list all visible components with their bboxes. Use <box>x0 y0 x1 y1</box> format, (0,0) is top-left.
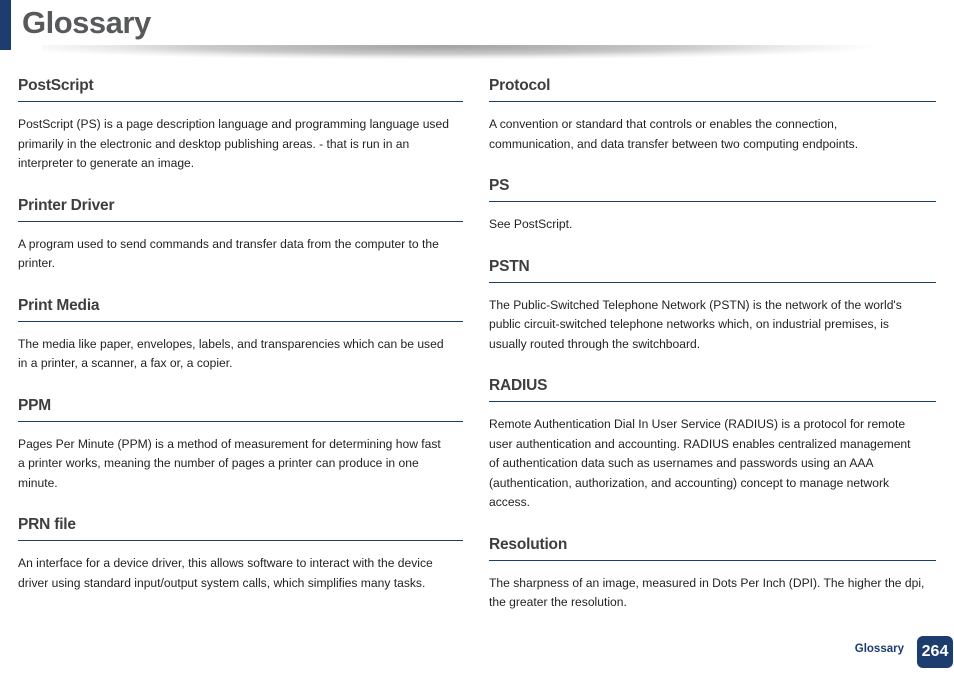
glossary-term-heading: PPM <box>18 397 463 422</box>
glossary-definition: A convention or standard that controls o… <box>489 117 859 151</box>
glossary-entry-protocol: Protocol A convention or standard that c… <box>489 77 936 154</box>
glossary-entry-print-media: Print Media The media like paper, envelo… <box>18 297 463 374</box>
glossary-entry-resolution: Resolution The sharpness of an image, me… <box>489 536 936 613</box>
title-accent-bar <box>0 0 11 50</box>
header-gradient-band <box>42 45 954 63</box>
glossary-definition: The sharpness of an image, measured in D… <box>489 575 925 610</box>
glossary-definition: The media like paper, envelopes, labels,… <box>18 336 444 371</box>
glossary-definition: PostScript (PS) is a page description la… <box>18 117 449 170</box>
glossary-entry-prn-file: PRN file An interface for a device drive… <box>18 516 463 593</box>
glossary-term-heading: PS <box>489 177 936 202</box>
glossary-entry-ppm: PPM Pages Per Minute (PPM) is a method o… <box>18 397 463 494</box>
glossary-definition: A program used to send commands and tran… <box>18 236 439 271</box>
glossary-term-heading: Printer Driver <box>18 197 463 222</box>
glossary-definition: See PostScript. <box>489 217 573 231</box>
glossary-term-heading: Resolution <box>489 536 936 561</box>
glossary-entry-postscript: PostScript PostScript (PS) is a page des… <box>18 77 463 174</box>
glossary-entry-printer-driver: Printer Driver A program used to send co… <box>18 197 463 274</box>
glossary-term-heading: RADIUS <box>489 377 936 402</box>
glossary-term-heading: PostScript <box>18 77 463 102</box>
glossary-term-heading: PSTN <box>489 258 936 283</box>
glossary-entry-ps: PS See PostScript. <box>489 177 936 235</box>
glossary-definition: Remote Authentication Dial In User Servi… <box>489 417 911 509</box>
glossary-entry-pstn: PSTN The Public-Switched Telephone Netwo… <box>489 258 936 355</box>
glossary-definition: An interface for a device driver, this a… <box>18 556 433 590</box>
glossary-definition: Pages Per Minute (PPM) is a method of me… <box>18 436 441 490</box>
glossary-term-heading: PRN file <box>18 516 463 541</box>
glossary-term-heading: Protocol <box>489 77 936 102</box>
page-title: Glossary <box>22 5 151 40</box>
glossary-definition: The Public-Switched Telephone Network (P… <box>489 297 902 351</box>
glossary-term-heading: Print Media <box>18 297 463 322</box>
glossary-entry-radius: RADIUS Remote Authentication Dial In Use… <box>489 377 936 513</box>
left-column: PostScript PostScript (PS) is a page des… <box>18 77 463 613</box>
footer-section-label: Glossary <box>854 643 904 655</box>
glossary-columns: PostScript PostScript (PS) is a page des… <box>18 77 936 613</box>
right-column: Protocol A convention or standard that c… <box>489 77 936 613</box>
page-number-badge: 264 <box>917 636 953 668</box>
